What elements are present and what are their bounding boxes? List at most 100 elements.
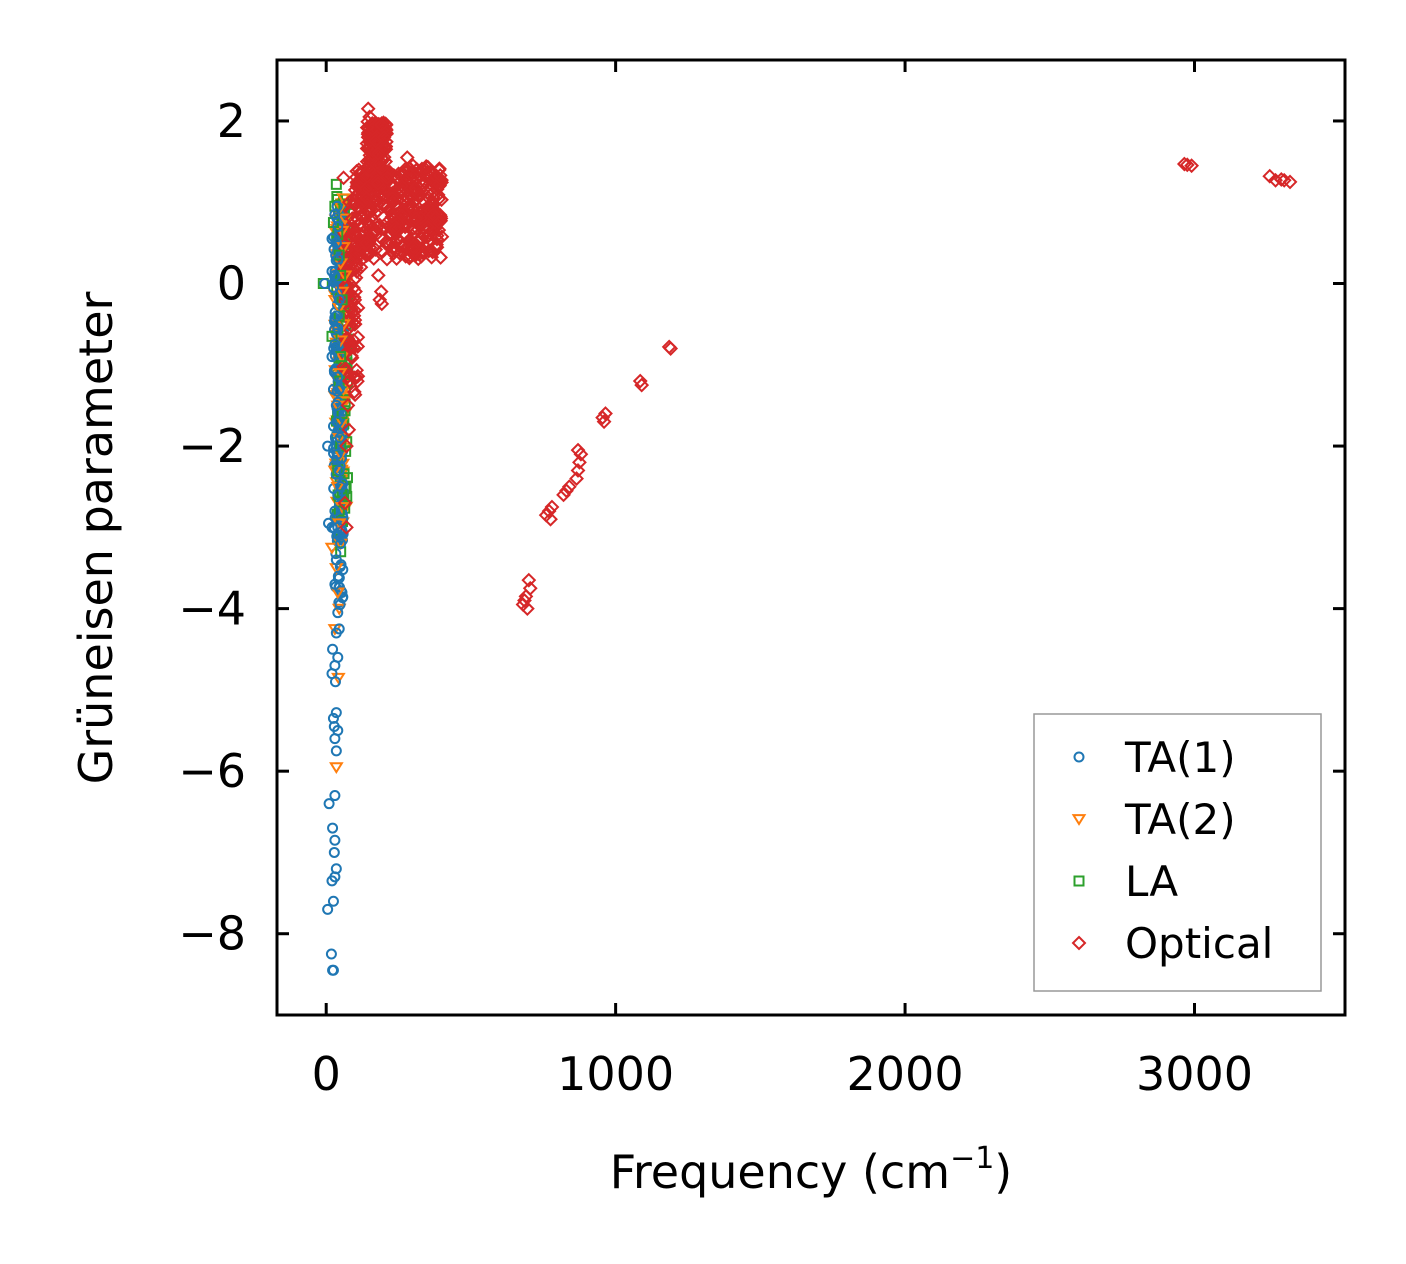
point-ta1-54: [319, 278, 331, 290]
point-ta1-62: [331, 200, 343, 212]
cluster-point-optical: [398, 248, 414, 264]
cluster-point-optical: [347, 302, 363, 318]
cluster-point-optical: [425, 244, 441, 260]
y-tick-label: −8: [178, 907, 246, 961]
cluster-point-optical: [370, 176, 386, 191]
cluster-point-optical: [341, 291, 357, 307]
point-optical-21: [350, 198, 366, 214]
legend-marker-optical: [1071, 935, 1087, 951]
point-optical-50: [337, 495, 353, 511]
x-tick-labels: 0 1000 2000 3000: [312, 1047, 1253, 1101]
point-optical-25: [385, 190, 401, 206]
point-optical-27: [408, 211, 424, 226]
point-optical-40: [372, 292, 388, 308]
x-tick-label: 1000: [557, 1047, 674, 1101]
cluster-point-optical: [347, 387, 363, 403]
cluster-point-optical: [358, 183, 374, 199]
point-optical-26: [402, 198, 418, 214]
point-ta1-8: [328, 846, 340, 858]
point-ta1-44: [332, 416, 344, 428]
point-ta1-2: [325, 948, 337, 960]
point-optical-73: [570, 442, 586, 458]
point-ta1-10: [327, 822, 339, 834]
point-ta1-30: [330, 554, 342, 566]
point-optical-20: [341, 194, 357, 210]
y-tick-label: −2: [178, 419, 246, 473]
legend-marker-ta1: [1073, 751, 1085, 763]
legend: TA(1) TA(2) LA Optical: [1033, 713, 1322, 992]
point-ta1-60: [332, 221, 344, 233]
cluster-point-optical: [347, 227, 363, 243]
axis-ticks: [277, 60, 1345, 1015]
point-optical-18: [425, 207, 441, 222]
point-ta1-48: [326, 351, 338, 363]
cluster-point-optical: [338, 248, 354, 264]
point-ta1-22: [332, 651, 344, 663]
plot-area: [317, 101, 1298, 976]
point-ta1-43: [334, 432, 346, 444]
cluster-point-optical: [384, 235, 400, 251]
cluster-point-optical: [379, 199, 394, 215]
point-ta1-1: [327, 964, 339, 976]
point-optical-59: [1184, 158, 1200, 174]
x-axis-label: Frequency (cm−1): [610, 1141, 1013, 1199]
point-ta1-49: [329, 338, 341, 350]
point-ta2-0: [329, 762, 344, 774]
cluster-point-optical: [434, 192, 449, 208]
point-optical-38: [370, 267, 386, 283]
point-ta1-53: [327, 282, 339, 294]
point-optical-86: [519, 601, 535, 617]
cluster-point-optical: [370, 188, 385, 203]
point-optical-64: [632, 373, 648, 389]
point-optical-52: [341, 373, 357, 389]
point-optical-15: [394, 178, 409, 194]
legend-label: Optical: [1125, 919, 1273, 968]
point-optical-44: [347, 316, 363, 332]
point-ta2-22: [334, 286, 350, 299]
cluster-point-optical: [429, 239, 445, 255]
point-optical-11: [362, 162, 378, 178]
legend-label: LA: [1125, 857, 1178, 906]
cluster-point-optical: [418, 159, 434, 174]
point-ta1-7: [327, 895, 339, 907]
point-optical-48: [340, 398, 356, 413]
cluster-point-optical: [348, 370, 364, 385]
point-optical-24: [376, 198, 392, 214]
legend-label: TA(1): [1124, 733, 1236, 782]
point-optical-35: [365, 227, 380, 243]
cluster-point-optical: [347, 225, 362, 241]
point-optical-80: [543, 511, 558, 527]
point-ta1-17: [330, 707, 342, 719]
point-ta1-12: [329, 790, 341, 802]
point-optical-46: [353, 259, 369, 275]
cluster-point-optical: [342, 230, 358, 246]
cluster-point-optical: [347, 312, 363, 328]
cluster-point-optical: [374, 160, 390, 175]
point-ta1-47: [332, 371, 344, 383]
point-optical-53: [341, 422, 357, 438]
point-optical-1: [362, 109, 378, 125]
point-optical-49: [339, 438, 354, 454]
point-ta1-50: [332, 322, 344, 334]
scatter-points-layer: [317, 101, 1298, 976]
y-tick-label: 0: [217, 257, 246, 311]
point-optical-29: [414, 231, 430, 247]
point-ta1-9: [329, 834, 341, 846]
point-optical-7: [399, 150, 415, 165]
point-optical-71: [570, 463, 586, 478]
point-optical-65: [634, 377, 650, 393]
point-ta1-23: [327, 643, 339, 655]
point-optical-61: [1176, 156, 1192, 172]
point-optical-47: [359, 235, 375, 251]
point-optical-4: [373, 117, 389, 133]
point-optical-10: [336, 170, 351, 186]
cluster-point-optical: [358, 245, 374, 261]
point-optical-30: [405, 239, 421, 255]
point-ta1-3: [322, 903, 334, 915]
point-optical-45: [350, 300, 366, 316]
point-optical-81: [521, 572, 537, 588]
point-optical-23: [367, 194, 383, 210]
point-optical-63: [661, 339, 677, 355]
point-optical-76: [556, 487, 571, 503]
point-ta1-57: [332, 253, 344, 265]
